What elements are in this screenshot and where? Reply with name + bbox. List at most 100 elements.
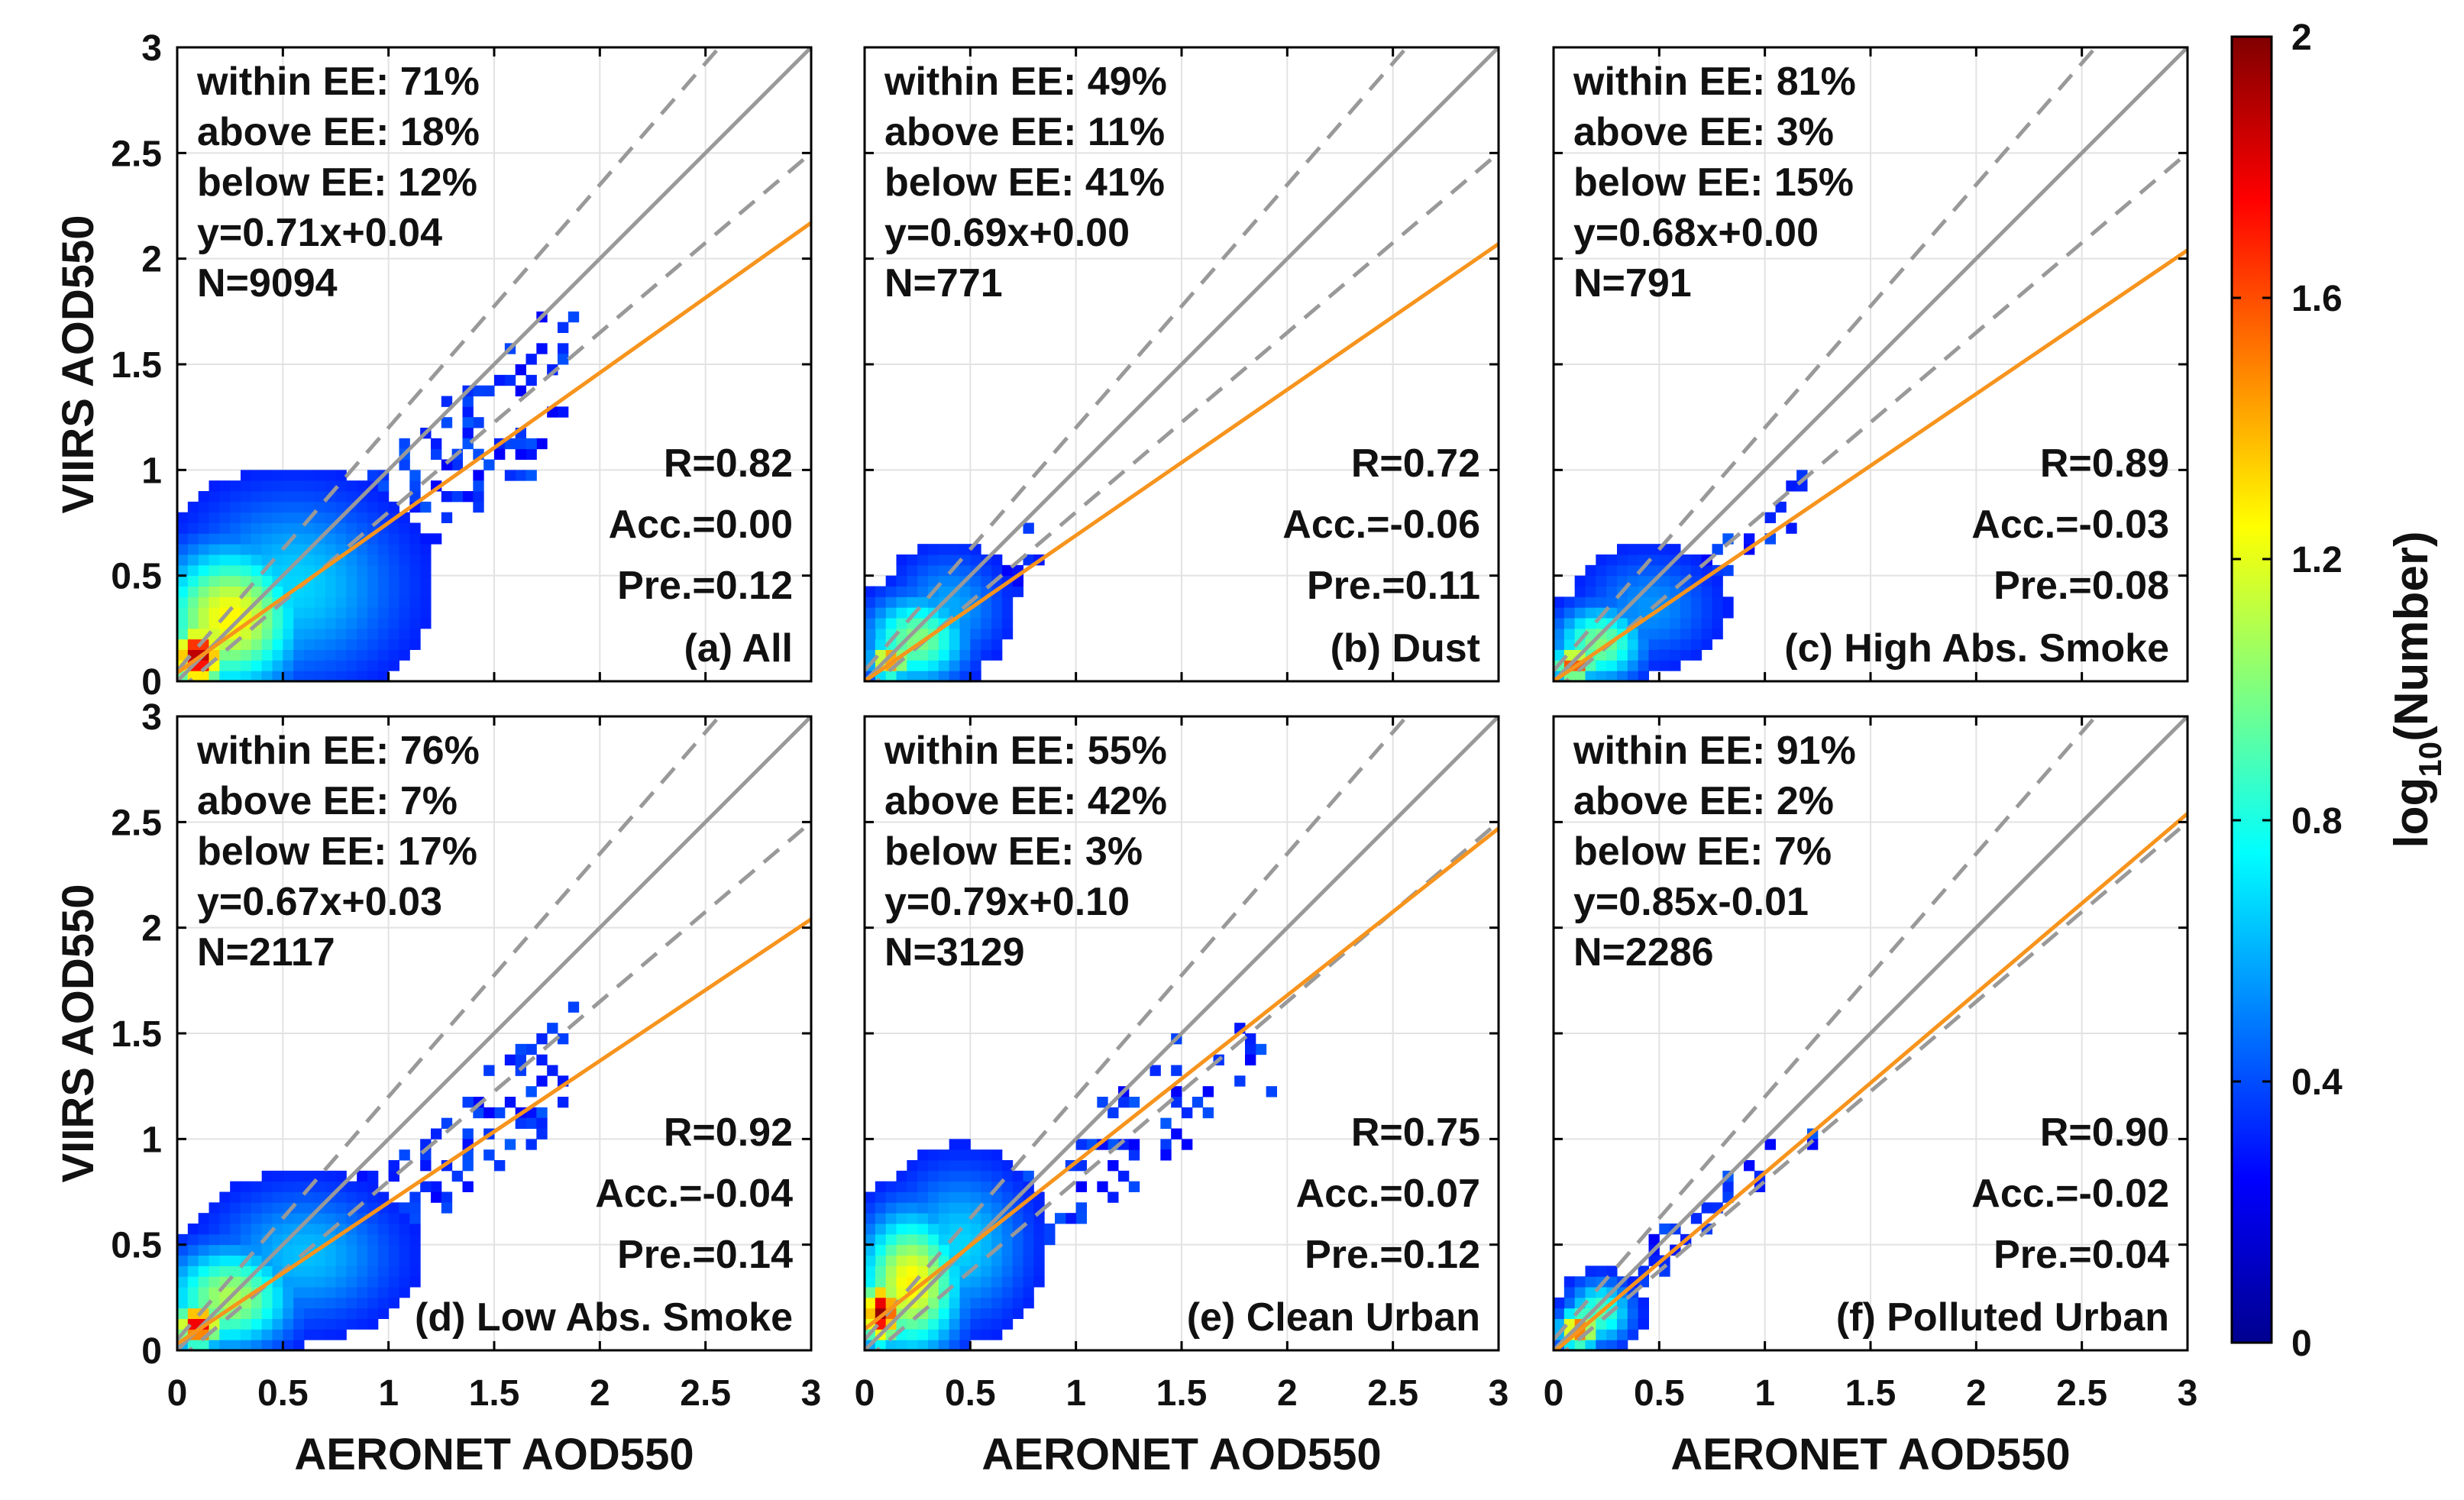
density-cell [304, 628, 315, 640]
y-tick-label: 0.5 [111, 557, 162, 597]
density-cell [177, 1318, 189, 1330]
density-cell [907, 1191, 918, 1203]
density-cell [865, 618, 876, 629]
density-cell [177, 564, 189, 577]
y-tick-label: 0 [141, 662, 162, 703]
density-cell [177, 638, 189, 650]
density-cell [1065, 1213, 1077, 1224]
density-cell [357, 671, 368, 682]
stat-line: within EE: 91% [1573, 729, 1856, 773]
density-cell [283, 1287, 294, 1298]
density-cell [991, 1308, 1003, 1319]
density-cell [325, 470, 336, 481]
density-cell [399, 522, 410, 534]
ee-lower-line [1563, 151, 2188, 681]
reference-lines [1554, 47, 2188, 681]
density-cell [970, 1255, 981, 1266]
density-cell [885, 1340, 897, 1351]
density-cell [896, 1202, 907, 1214]
density-cell [959, 1139, 971, 1150]
density-cell [1638, 638, 1649, 650]
density-cell [209, 596, 220, 608]
density-cell [230, 480, 241, 492]
density-cell [949, 1297, 960, 1309]
density-cell [314, 470, 326, 481]
density-cell [251, 1308, 263, 1319]
density-cell [399, 1287, 410, 1298]
density-cell [885, 1255, 897, 1266]
density-cell [230, 501, 241, 513]
density-cell [219, 533, 231, 545]
density-cell [949, 1181, 960, 1192]
density-cell [1627, 554, 1639, 566]
density-cell [377, 533, 390, 545]
density-cell [187, 628, 199, 640]
density-cell [251, 1276, 263, 1288]
density-cell [1617, 596, 1628, 608]
density-cell [388, 544, 399, 555]
density-cell [473, 501, 484, 513]
density-cell [293, 628, 305, 640]
density-cell [304, 491, 315, 503]
density-cell [917, 607, 929, 619]
y-tick-label: 2.5 [111, 134, 162, 174]
density-cell [494, 374, 506, 386]
density-cell [314, 618, 326, 629]
density-cells [177, 1001, 580, 1351]
density-cell [1606, 660, 1618, 671]
density-cell [261, 1340, 273, 1351]
density-cell [272, 607, 283, 619]
density-cell [885, 575, 897, 587]
density-cell [241, 649, 252, 661]
density-cell [272, 628, 283, 640]
density-cell [409, 480, 421, 492]
density-cell [219, 480, 231, 492]
density-cell [388, 522, 399, 534]
density-cell [981, 1149, 992, 1161]
density-cell [241, 501, 252, 513]
density-cell [938, 1308, 950, 1319]
density-cell [885, 1244, 897, 1256]
density-cell [441, 396, 453, 407]
density-cell [272, 470, 283, 481]
density-cell [970, 586, 981, 597]
x-tick-label: 1 [1065, 1373, 1086, 1414]
density-cell [409, 1191, 421, 1203]
density-cell [1001, 1170, 1014, 1182]
stat-line: below EE: 41% [884, 160, 1165, 205]
density-cell [420, 544, 432, 555]
density-cell [314, 628, 326, 640]
density-cell [399, 649, 410, 661]
density-cell [357, 512, 368, 523]
density-cell [1001, 1276, 1014, 1288]
density-cell [1701, 586, 1712, 597]
density-cell [1033, 1255, 1045, 1266]
panel-1: 0 0.5 1 1.5 2 2.5 3 VIIRS AOD550 within EE: 71% a… [53, 28, 813, 703]
density-cell [885, 586, 897, 597]
density-cell [357, 660, 368, 671]
density-cell [399, 628, 410, 640]
density-cell [1670, 618, 1681, 629]
panel-6: 0 0.5 1 1.5 2 2.5 3 AERONET AOD550 within EE: 91… [1544, 715, 2197, 1479]
density-cell [907, 1170, 918, 1182]
density-cell [261, 638, 273, 650]
density-cell [304, 671, 315, 682]
density-cell [314, 586, 326, 597]
density-cell [251, 480, 263, 492]
density-cell [1563, 1297, 1576, 1309]
density-cell [325, 649, 336, 661]
density-cell [241, 1191, 252, 1203]
density-cell [885, 1202, 897, 1214]
stat-line: y=0.71x+0.04 [197, 211, 442, 255]
density-cell [409, 522, 421, 534]
density-cell [272, 586, 283, 597]
density-cell [314, 607, 326, 619]
density-cell [314, 1233, 326, 1246]
density-cell [283, 522, 294, 534]
density-cell [177, 575, 189, 587]
density-cell [525, 448, 537, 460]
density-cell [209, 628, 220, 640]
x-tick-label: 2 [1966, 1373, 1987, 1414]
density-cell [1670, 660, 1681, 671]
density-cell [441, 512, 453, 523]
